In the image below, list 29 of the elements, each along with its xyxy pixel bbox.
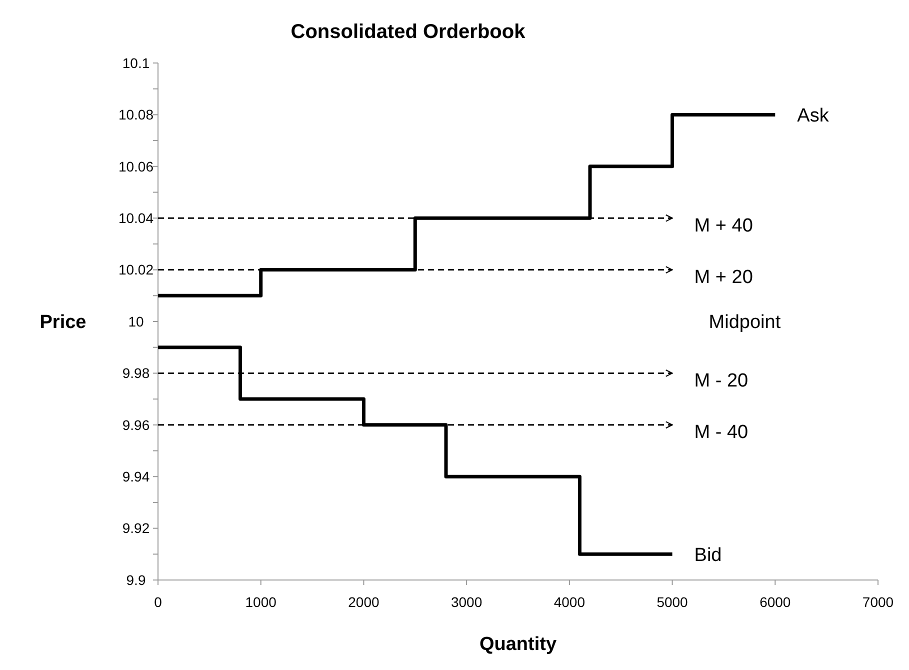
series-label: M + 20 (694, 267, 753, 288)
x-tick-label: 2000 (348, 594, 380, 610)
y-tick-label: 9.98 (122, 365, 150, 382)
series-label: M - 20 (694, 370, 748, 392)
y-tick-label: 9.96 (122, 416, 150, 433)
series-label: Bid (694, 544, 722, 566)
x-tick-label: 6000 (760, 594, 791, 610)
x-tick-label: 4000 (554, 594, 586, 610)
x-tick-label: 7000 (862, 594, 894, 610)
series-label: M - 40 (694, 422, 748, 444)
y-tick-label: 10.06 (118, 158, 154, 174)
y-tick-label: 9.92 (122, 520, 150, 536)
series-label: Ask (797, 105, 830, 126)
y-tick-label: 10.04 (118, 210, 154, 226)
annotation: Midpoint (708, 312, 782, 334)
x-tick-label: 1000 (245, 594, 277, 610)
y-tick-label: 10.02 (118, 262, 154, 278)
x-tick-label: 3000 (450, 594, 482, 610)
y-axis-title: Price (40, 312, 86, 334)
y-tick-label: 10 (128, 313, 144, 330)
y-tick-label: 10.08 (118, 106, 154, 123)
y-tick-label: 9.9 (126, 572, 146, 588)
x-tick-label: 0 (154, 594, 162, 610)
y-tick-label: 9.94 (122, 468, 150, 484)
chart-title: Consolidated Orderbook (290, 21, 526, 43)
series-label: M + 40 (694, 215, 753, 236)
y-tick-label: 10.1 (122, 54, 150, 71)
x-axis-title: Quantity (479, 634, 557, 655)
x-tick-label: 5000 (656, 594, 688, 610)
